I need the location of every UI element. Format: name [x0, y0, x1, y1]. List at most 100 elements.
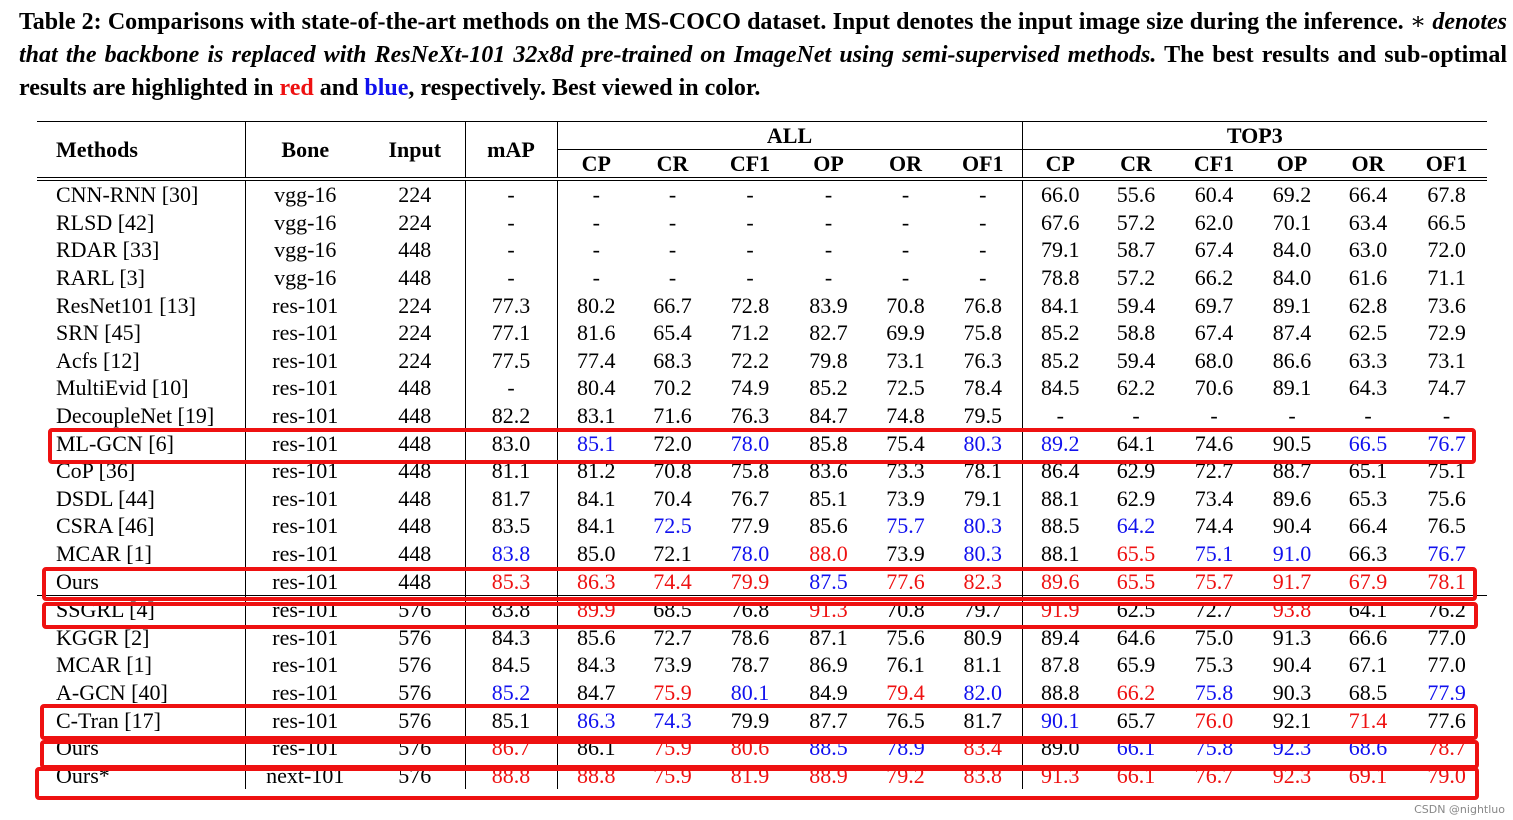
metric-cell: 74.4	[1194, 513, 1234, 539]
input-cell: 448	[398, 265, 432, 291]
metric-cell: 68.5	[635, 594, 710, 624]
metric-cell: 66.2	[1116, 679, 1156, 705]
metric-cell: 89.1	[1272, 375, 1312, 401]
metric-cell: 78.4	[963, 375, 1003, 401]
metric-cell: 64.2	[1116, 513, 1156, 539]
table-row: RDAR [33] vgg-16 448- - - - - - -79.1 58.7 67.4 84.…	[37, 236, 1487, 264]
metric-cell: 74.8	[886, 403, 925, 429]
metric-cell: 70.8	[886, 292, 925, 318]
metric-cell: 67.4	[1194, 237, 1234, 263]
caption-star: ∗	[1409, 9, 1427, 35]
header-methods: Methods	[37, 121, 245, 179]
metric-cell: 79.0	[1427, 762, 1466, 788]
map-cell: 83.8	[464, 594, 557, 624]
metric-cell: 62.2	[1116, 375, 1156, 401]
input-cell: 224	[398, 320, 432, 346]
metric-cell: 88.7	[1272, 458, 1312, 484]
metric-cell: 80.3	[963, 513, 1003, 539]
metric-cell: 84.5	[1021, 374, 1099, 402]
metric-cell: 61.6	[1348, 265, 1388, 291]
input-cell: 224	[398, 347, 432, 373]
metric-cell: 82.3	[963, 568, 1003, 594]
header-all: ALL	[556, 121, 1023, 150]
metric-cell: 84.1	[556, 512, 635, 540]
metric-cell: 62.9	[1116, 485, 1156, 511]
metric-cell: 89.9	[556, 594, 635, 624]
table-row: MCAR [1] res-101 576 84.5 84.3 73.9 78.7 86.9 76…	[37, 651, 1487, 679]
header-sub: OP	[1276, 150, 1308, 176]
bone-cell: res-101	[244, 706, 365, 734]
input-cell: 576	[398, 735, 432, 761]
metric-cell: 75.4	[886, 430, 925, 456]
bone-cell: res-101	[244, 484, 365, 513]
map-cell: 81.7	[464, 484, 557, 513]
input-cell: 448	[398, 485, 432, 511]
metric-cell: 75.0	[1194, 624, 1234, 650]
metric-cell: 83.9	[809, 292, 848, 318]
metric-cell: 91.0	[1272, 541, 1312, 567]
method-cell: SSGRL [4]	[37, 594, 245, 624]
caption-text-1: Comparisons with state-of-the-art method…	[101, 9, 1410, 35]
metric-cell: 81.6	[556, 318, 635, 347]
metric-cell: 79.1	[1021, 236, 1099, 264]
metric-cell: -	[668, 237, 677, 263]
header-sub: CR	[1120, 150, 1152, 176]
metric-cell: 72.5	[653, 513, 692, 539]
metric-cell: 63.0	[1348, 237, 1388, 263]
metric-cell: 89.1	[1272, 292, 1312, 318]
metric-cell: 70.4	[653, 485, 692, 511]
method-cell: DecoupleNet [19]	[56, 403, 215, 429]
bone-cell: res-101	[244, 567, 365, 596]
metric-cell: 89.6	[1021, 567, 1099, 596]
metric-cell: 90.1	[1021, 706, 1099, 734]
metric-cell: 81.1	[963, 652, 1003, 678]
metric-cell: 87.5	[809, 568, 848, 594]
metric-cell: 75.1	[1194, 541, 1234, 567]
metric-cell: 76.0	[1194, 707, 1234, 733]
metric-cell: 66.4	[1348, 513, 1388, 539]
comparison-table: Methods Bone Input mAP ALL TOP3 CP CR CF…	[37, 121, 1488, 790]
metric-cell: 68.3	[653, 347, 692, 373]
metric-cell: 73.9	[886, 485, 925, 511]
metric-cell: 74.6	[1194, 430, 1234, 456]
metric-cell: 75.9	[653, 679, 692, 705]
input-cell: 448	[398, 237, 432, 263]
metric-cell: 77.9	[730, 513, 770, 539]
bone-cell: res-101	[244, 374, 365, 402]
map-cell: 82.2	[464, 401, 557, 430]
metric-cell: 89.2	[1021, 429, 1099, 457]
metric-cell: 69.7	[1194, 292, 1234, 318]
metric-cell: -	[746, 265, 754, 291]
metric-cell: 86.9	[809, 652, 848, 678]
metric-cell: 66.1	[1116, 762, 1156, 788]
metric-cell: -	[901, 237, 910, 263]
metric-cell: 80.2	[556, 291, 635, 319]
metric-cell: 62.5	[1348, 320, 1388, 346]
metric-cell: 92.3	[1272, 762, 1312, 788]
method-cell: CSRA [46]	[56, 513, 155, 539]
metric-cell: 67.1	[1348, 652, 1388, 678]
map-cell: 86.7	[464, 733, 557, 762]
map-cell: 84.5	[464, 651, 557, 679]
metric-cell: 80.1	[730, 679, 770, 705]
method-cell: CNN-RNN [30]	[37, 177, 245, 209]
metric-cell: 79.9	[730, 568, 770, 594]
metric-cell: 72.9	[1427, 320, 1466, 346]
metric-cell: 86.3	[556, 567, 635, 596]
metric-cell: 69.9	[886, 320, 925, 346]
metric-cell: 66.3	[1348, 541, 1388, 567]
metric-cell: 76.8	[963, 292, 1003, 318]
table-row: SRN [45] res-101 224 77.1 81.6 65.4 71.2 82.7 69…	[37, 318, 1487, 347]
metric-cell: 76.5	[886, 707, 925, 733]
metric-cell: 60.4	[1174, 177, 1255, 209]
metric-cell: 72.0	[653, 430, 692, 456]
map-cell: 85.3	[464, 567, 557, 596]
metric-cell: 66.5	[1348, 430, 1388, 456]
metric-cell: 74.7	[1427, 375, 1466, 401]
metric-cell: 76.7	[730, 485, 770, 511]
method-cell: Ours	[56, 568, 99, 594]
bone-cell: vgg-16	[244, 263, 365, 292]
metric-cell: 75.7	[1194, 568, 1234, 594]
metric-cell: 70.6	[1194, 375, 1234, 401]
metric-cell: 85.6	[809, 513, 848, 539]
